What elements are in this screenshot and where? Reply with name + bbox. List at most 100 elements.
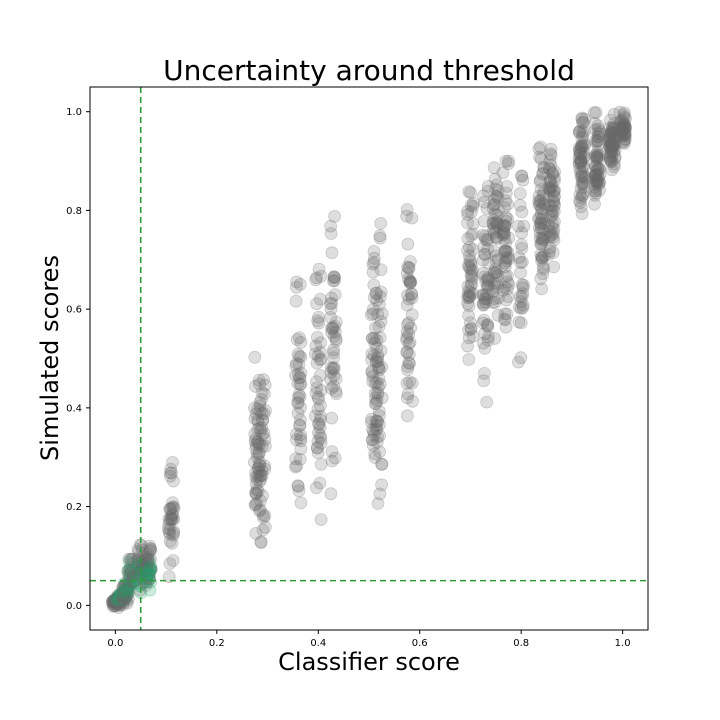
data-point (141, 556, 155, 569)
data-point (501, 275, 515, 289)
data-point (252, 465, 266, 479)
data-point (110, 593, 124, 606)
data-point (489, 230, 503, 244)
data-point (477, 189, 490, 203)
data-point (592, 122, 605, 136)
data-point (117, 589, 130, 602)
data-point (109, 595, 123, 608)
data-point (136, 558, 149, 572)
data-point (111, 595, 125, 609)
data-point (535, 250, 549, 264)
data-point (314, 269, 328, 283)
data-point (536, 188, 550, 202)
data-point (249, 498, 263, 512)
data-point (162, 512, 176, 526)
data-point (293, 418, 307, 432)
data-point (114, 593, 127, 607)
data-point (605, 155, 619, 169)
data-point (111, 593, 124, 607)
data-point (605, 125, 619, 139)
data-point (292, 349, 306, 363)
data-point (136, 550, 150, 564)
data-point (461, 258, 475, 272)
data-point (481, 278, 495, 292)
data-point (604, 139, 618, 153)
data-point (462, 284, 476, 298)
data-point (121, 564, 135, 578)
data-point (325, 321, 339, 335)
data-point (574, 154, 588, 167)
data-point (464, 198, 478, 212)
data-point (501, 282, 514, 296)
data-point (462, 185, 476, 199)
data-point (371, 308, 385, 321)
data-point (373, 331, 387, 345)
data-point (366, 257, 380, 271)
data-point (497, 312, 511, 326)
data-point (604, 113, 617, 127)
data-point (404, 321, 418, 335)
data-point (124, 553, 138, 567)
data-point (478, 229, 492, 243)
data-point (251, 469, 265, 483)
data-point (617, 134, 631, 148)
data-point (254, 424, 268, 438)
data-point (491, 191, 505, 205)
data-point (618, 118, 632, 132)
data-point (324, 297, 337, 311)
data-point (591, 130, 605, 144)
data-point (591, 138, 605, 152)
data-point (533, 199, 547, 213)
data-point (249, 438, 263, 452)
data-point (113, 592, 127, 606)
x-axis-ticks: 0.0 0.2 0.4 0.6 0.8 1.0 (107, 630, 631, 649)
data-point (250, 446, 264, 460)
data-point (466, 263, 479, 277)
data-point (593, 124, 606, 138)
data-point (374, 344, 388, 358)
data-point (116, 591, 130, 604)
data-point (476, 298, 490, 312)
data-point (481, 179, 495, 193)
chart-title: Uncertainty around threshold (163, 54, 575, 87)
data-point (107, 599, 121, 613)
data-point (543, 230, 556, 244)
data-point (314, 352, 328, 366)
data-point (514, 316, 528, 330)
data-point (547, 190, 561, 204)
data-point (294, 428, 307, 442)
data-point (257, 511, 270, 524)
data-point (143, 583, 157, 597)
data-point (119, 590, 133, 604)
data-point (116, 592, 130, 605)
data-point (313, 476, 327, 490)
data-point (575, 177, 589, 191)
data-point (536, 260, 550, 274)
data-point (248, 427, 262, 441)
data-point (311, 390, 325, 404)
data-point (251, 435, 265, 449)
data-point (289, 368, 303, 382)
data-point (604, 134, 618, 148)
data-point (254, 472, 268, 486)
data-point (536, 166, 550, 180)
data-point (547, 204, 561, 218)
data-point (544, 142, 558, 156)
data-point (113, 592, 127, 606)
data-point (118, 591, 131, 605)
data-point (499, 194, 513, 208)
data-point (501, 290, 515, 304)
data-point (590, 176, 604, 190)
data-point (292, 358, 306, 371)
data-point (466, 199, 480, 213)
data-point (465, 266, 479, 279)
x-tick-label: 0.2 (209, 638, 225, 649)
data-point (313, 421, 327, 435)
data-point (294, 377, 308, 391)
data-point (366, 375, 380, 389)
data-point (163, 466, 177, 480)
data-point (538, 217, 551, 231)
data-point (126, 575, 140, 588)
data-point (143, 572, 157, 586)
data-point (498, 256, 512, 270)
